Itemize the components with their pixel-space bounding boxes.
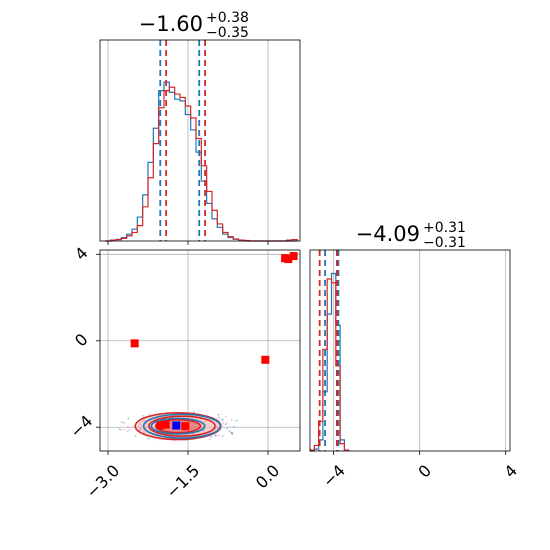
joint-y-tick-label: 4 [71,243,92,264]
joint-sample-point [230,431,233,434]
marginal-x-title-sub: −0.35 [206,25,249,41]
joint-marker [172,421,181,430]
marginal-x-grid [107,40,269,241]
marginal-x-title-main: −1.60 [139,12,203,36]
joint-y-tick-label: 0 [71,330,92,351]
joint-sample-point [121,421,124,424]
joint-marker [289,252,298,261]
joint-sample-point [214,434,217,437]
joint-marker [161,420,170,429]
joint-markers [130,252,298,431]
joint-sample-point [231,432,234,434]
marginal-y-panel: −4 0 4 −4.09 +0.31 −0.31 [309,220,521,491]
joint-sample-point [123,429,126,431]
marginal-y-x-tick-label: 4 [500,461,521,482]
joint-sample-point [221,418,224,421]
marginal-y-title-main: −4.09 [356,222,420,246]
marginal-y-hist-series-1 [309,278,350,451]
marginal-y-title-sup: +0.31 [423,220,466,236]
joint-contour [142,413,222,439]
joint-sample-point [221,434,224,437]
marginal-y-background [310,250,510,451]
marginal-y-ticks: −4 0 4 [319,451,521,491]
joint-marker [156,421,165,430]
joint-sample-point [124,422,126,424]
joint-marker [284,255,293,264]
joint-sample-point [221,419,224,422]
marginal-y-x-tick-label: 0 [414,461,435,482]
joint-contour [150,417,206,435]
marginal-x-panel: −1.60 +0.38 −0.35 [99,10,301,245]
joint-sample-point [224,423,227,426]
joint-sample-point [192,411,195,414]
marginal-y-grid [333,250,507,451]
marginal-y-quantile-lines [318,250,340,451]
joint-sample-point [230,419,233,421]
marginal-x-frame [99,39,301,242]
joint-y-tick-label: −4 [66,411,96,441]
joint-sample-point [217,413,220,416]
joint-sample-point [214,434,217,437]
marginal-y-frame [309,249,511,452]
joint-sample-point [230,431,233,434]
joint-sample-point [127,425,129,428]
joint-sample-point [208,438,211,441]
joint-sample-point [126,430,129,433]
marginal-x-quantile-lines [159,40,206,241]
joint-panel: −3.0 −1.5 0.0 −4 0 4 [66,243,301,502]
joint-sample-point [127,417,130,420]
joint-sample-point [235,419,238,422]
marginal-y-title-sub: −0.31 [423,235,466,251]
joint-contour [154,418,202,434]
marginal-y-x-tick-label: −4 [319,461,349,491]
joint-sample-point [232,425,235,428]
joint-x-tick-label: −3.0 [82,461,123,502]
joint-marker [130,339,139,348]
joint-sample-point [118,428,121,431]
joint-sample-point [218,416,220,419]
marginal-x-title-sup: +0.38 [206,10,249,26]
joint-sample-point [132,425,135,428]
joint-sample-point [210,436,212,438]
joint-x-tick-label: 0.0 [252,461,283,492]
marginal-x-ticks [107,241,269,245]
joint-marker [261,355,270,364]
joint-x-tick-label: −1.5 [162,461,203,502]
joint-sample-point [228,430,231,432]
joint-frame [99,249,301,452]
joint-sample-point [119,421,122,423]
joint-sample-point [224,415,227,418]
joint-sample-point [128,429,131,431]
joint-sample-point [215,434,218,437]
joint-sample-point [141,414,144,417]
marginal-y-histograms [309,272,350,452]
joint-sample-point [218,434,220,437]
joint-sample-point [231,433,234,435]
joint-contour [148,415,216,437]
joint-sample-point [147,437,150,440]
joint-sample-point [134,435,137,437]
marginal-y-hist-series-0 [310,272,350,452]
joint-marker [181,422,190,431]
joint-sample-point [226,427,229,430]
joint-sample-point [222,422,224,425]
joint-sample-point [226,422,228,425]
joint-sample-point [120,429,122,431]
joint-sample-point [148,413,151,416]
